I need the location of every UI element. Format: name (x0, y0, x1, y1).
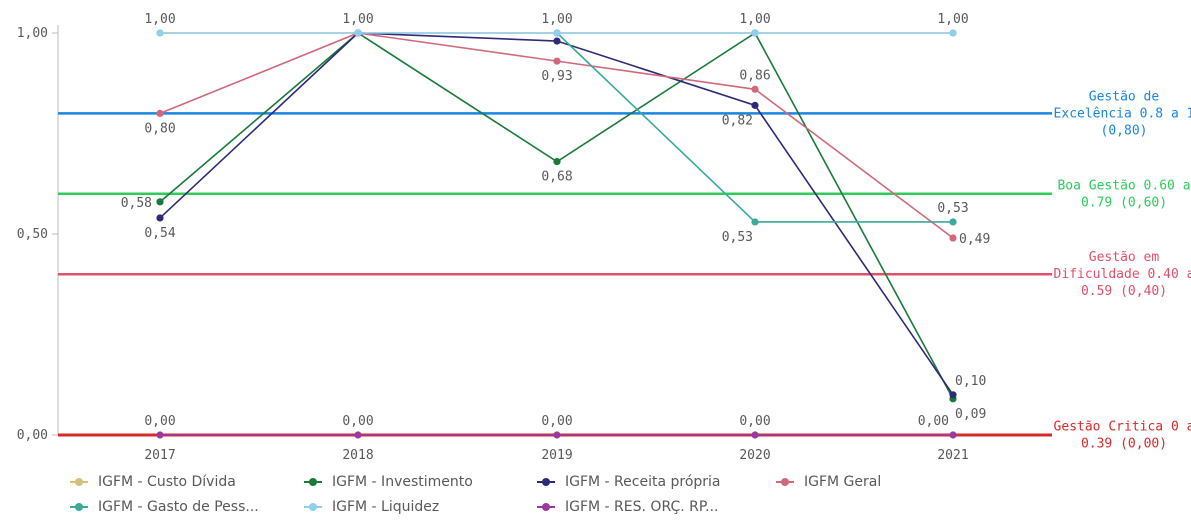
data-label: 0,86 (739, 68, 770, 83)
series-line (159, 31, 954, 400)
data-point[interactable] (354, 29, 362, 37)
legend-swatch (304, 478, 322, 486)
x-tick-label: 2018 (342, 448, 373, 463)
legend-item[interactable]: IGFM - Investimento (304, 474, 473, 490)
data-label: 0,00 (541, 414, 572, 429)
chart-legend[interactable]: IGFM - Custo Dívida IGFM - Investimento IG… (70, 474, 970, 520)
data-point[interactable] (156, 431, 164, 439)
data-point[interactable] (751, 29, 759, 37)
reference-line-label: Boa Gestão 0.60 a 0.79 (0,60) (1057, 178, 1190, 210)
reference-line-label: Gestão em Dificuldade 0.40 a 0.59 (0,40) (1054, 250, 1191, 299)
legend-item[interactable]: IGFM - Receita própria (537, 474, 721, 490)
y-tick-label: 1,00 (17, 26, 48, 41)
data-point[interactable] (949, 431, 957, 439)
data-point[interactable] (949, 391, 957, 399)
reference-line-label: Gestão de Excelência 0.8 a 1 (0,80) (1054, 89, 1191, 138)
data-point[interactable] (156, 29, 164, 37)
data-label: 0,58 (121, 196, 152, 211)
data-labels: 0,58 0,68 0,09 0,54 0,82 0,10 0,80 0,93 0,86 0,49… (121, 12, 991, 429)
data-label: 0,49 (959, 232, 990, 247)
series-line (159, 32, 954, 396)
series-group (156, 29, 957, 439)
y-tick-label: 0,00 (17, 428, 48, 443)
legend-label: IGFM Geral (804, 474, 882, 490)
data-label: 1,00 (937, 12, 968, 27)
legend-swatch (537, 503, 555, 511)
series-igfm-investimento[interactable] (156, 29, 957, 403)
data-point[interactable] (553, 158, 561, 166)
data-label: 0,68 (541, 170, 572, 185)
legend-swatch (537, 478, 555, 486)
data-label: 0,80 (144, 121, 175, 136)
series-igfm-receita-pr-pria[interactable] (156, 29, 957, 399)
data-label: 1,00 (342, 12, 373, 27)
x-tick-label: 2021 (937, 448, 968, 463)
data-point[interactable] (156, 214, 164, 222)
y-tick-label: 0,50 (17, 227, 48, 242)
data-label: 0,54 (144, 226, 175, 241)
legend-label: IGFM - Investimento (332, 474, 473, 490)
legend-swatch (776, 478, 794, 486)
legend-label: IGFM - Liquidez (332, 499, 440, 515)
legend-label: IGFM - RES. ORÇ. RP... (565, 499, 719, 515)
data-label: 0,00 (342, 414, 373, 429)
legend-label: IGFM - Custo Dívida (98, 474, 236, 490)
data-point[interactable] (553, 431, 561, 439)
data-label: 0,53 (937, 201, 968, 216)
legend-swatch (304, 503, 322, 511)
data-point[interactable] (949, 218, 957, 226)
data-label: 0,00 (739, 414, 770, 429)
data-point[interactable] (751, 85, 759, 93)
data-label: 0,09 (955, 407, 986, 422)
series-igfm-liquidez[interactable] (156, 29, 957, 37)
reference-line-label: Gestão Critica 0 a 0.39 (0,00) (1054, 420, 1191, 452)
data-point[interactable] (751, 431, 759, 439)
data-label: 0,00 (918, 414, 949, 429)
data-point[interactable] (949, 234, 957, 242)
legend-item[interactable]: IGFM - Liquidez (304, 499, 439, 515)
data-label: 1,00 (144, 12, 175, 27)
data-point[interactable] (553, 29, 561, 37)
data-label: 1,00 (541, 12, 572, 27)
legend-item[interactable]: IGFM Geral (776, 474, 881, 490)
legend-item[interactable]: IGFM - Gasto de Pess... (70, 499, 259, 515)
legend-item[interactable]: IGFM - RES. ORÇ. RP... (537, 499, 719, 515)
series-igfm-res-or-rp[interactable] (156, 431, 957, 439)
legend-label: IGFM - Receita própria (565, 474, 721, 490)
reference-lines: Gestão de Excelência 0.8 a 1 (0,80) Boa Ges… (58, 89, 1191, 452)
data-point[interactable] (156, 109, 164, 117)
chart-axes: 0,00 0,50 1,00 2017 2018 2019 2020 2021 (17, 25, 969, 463)
data-point[interactable] (354, 431, 362, 439)
legend-swatch (70, 478, 88, 486)
data-point[interactable] (949, 29, 957, 37)
data-point[interactable] (553, 57, 561, 65)
data-label: 0,93 (541, 69, 572, 84)
series-igfm-geral[interactable] (156, 29, 957, 242)
data-point[interactable] (553, 37, 561, 45)
x-tick-label: 2017 (144, 448, 175, 463)
data-label: 1,00 (739, 12, 770, 27)
legend-label: IGFM - Gasto de Pess... (98, 499, 259, 515)
x-tick-label: 2020 (739, 448, 770, 463)
data-point[interactable] (751, 101, 759, 109)
data-point[interactable] (751, 218, 759, 226)
line-chart: 0,00 0,50 1,00 2017 2018 2019 2020 2021 Gestão … (17, 12, 1191, 463)
data-label: 0,53 (722, 230, 753, 245)
data-label: 0,82 (722, 113, 753, 128)
x-tick-label: 2019 (541, 448, 572, 463)
data-label: 0,10 (955, 374, 986, 389)
data-point[interactable] (156, 198, 164, 206)
data-label: 0,00 (144, 414, 175, 429)
legend-swatch (70, 503, 88, 511)
legend-item[interactable]: IGFM - Custo Dívida (70, 474, 236, 490)
